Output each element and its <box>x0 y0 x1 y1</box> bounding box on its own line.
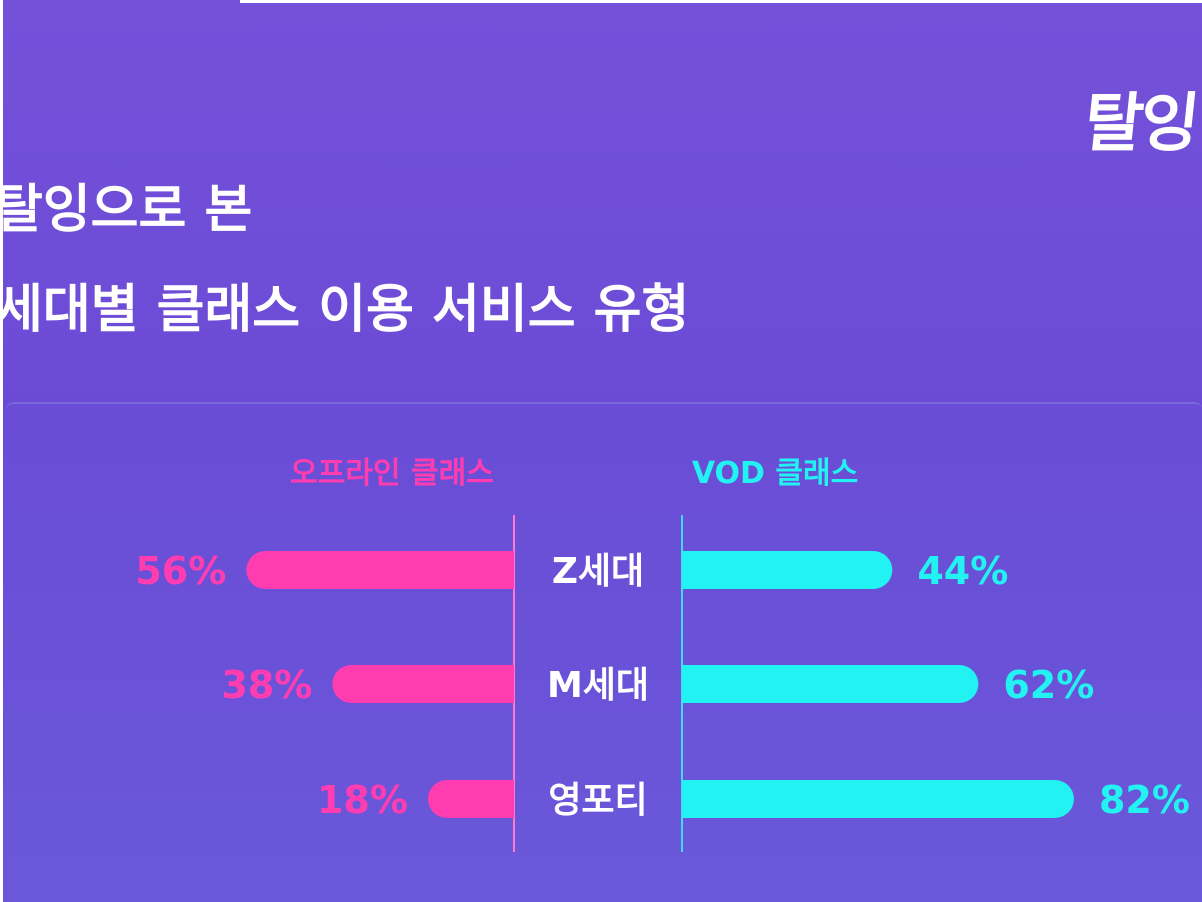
legend-offline: 오프라인 클래스 <box>290 456 494 491</box>
label-vod-3: 82% <box>1099 778 1190 822</box>
top-border <box>240 0 1202 3</box>
label-vod-1: 44% <box>917 549 1008 593</box>
page-title: 탈잉으로 본 세대별 클래스 이용 서비스 유형 <box>3 160 689 360</box>
bar-offline-end-1 <box>476 551 514 589</box>
bar-offline-1 <box>246 551 514 589</box>
bar-offline-end-2 <box>476 665 514 703</box>
label-offline-1: 56% <box>135 549 226 593</box>
infographic: 탈잉 탈잉으로 본 세대별 클래스 이용 서비스 유형 오프라인 클래스 VOD … <box>3 0 1202 902</box>
category-label-2: M세대 <box>547 665 649 706</box>
title-line-2: 세대별 클래스 이용 서비스 유형 <box>3 280 690 340</box>
diverging-bar-chart: 오프라인 클래스 VOD 클래스 56% 44% Z세대 38% 62% M세대 18% 82% 영… <box>135 456 1190 852</box>
chart-panel <box>5 402 1202 902</box>
label-vod-2: 62% <box>1003 663 1094 707</box>
bar-offline-end-3 <box>476 780 514 818</box>
legend-vod: VOD 클래스 <box>692 456 858 491</box>
bar-vod-2 <box>682 665 979 703</box>
bar-vod-end-1 <box>682 551 720 589</box>
label-offline-2: 38% <box>221 663 312 707</box>
bar-vod-end-2 <box>682 665 720 703</box>
label-offline-3: 18% <box>317 778 408 822</box>
bar-offline-2 <box>332 665 514 703</box>
title-line-1: 탈잉으로 본 <box>3 180 253 240</box>
category-label-1: Z세대 <box>552 551 644 592</box>
bar-vod-3 <box>682 780 1074 818</box>
bar-vod-1 <box>682 551 893 589</box>
bar-vod-end-3 <box>682 780 720 818</box>
category-label-3: 영포티 <box>548 780 647 821</box>
